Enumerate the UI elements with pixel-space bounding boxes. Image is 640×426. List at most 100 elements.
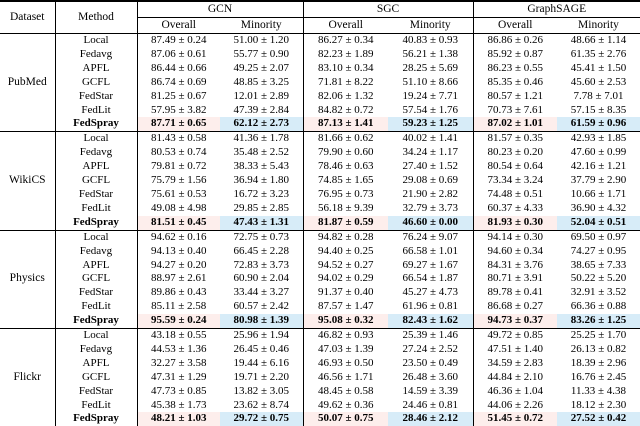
table-row: FedSpray 48.21 ± 1.03 29.72 ± 0.75 50.07 ± … (0, 412, 640, 426)
value-cell: 14.59 ± 3.39 (388, 384, 474, 399)
value-cell: 49.72 ± 0.85 (487, 329, 544, 342)
value-cell: 57.95 ± 3.82 (150, 103, 207, 116)
method-label: Local (55, 131, 138, 147)
value-cell: 71.81 ± 8.22 (317, 75, 374, 88)
value-cell: 25.96 ± 1.94 (220, 328, 304, 343)
value-cell: 80.71 ± 3.91 (487, 272, 544, 285)
value-cell: 94.73 ± 0.37 (473, 314, 557, 330)
value-cell: 47.03 ± 1.39 (317, 342, 374, 355)
value-cell: 86.74 ± 0.69 (150, 75, 207, 88)
method-label: GCFL (55, 75, 138, 90)
method-label: FedSpray (55, 314, 138, 330)
value-cell: 16.72 ± 3.23 (220, 187, 304, 202)
method-label: APFL (55, 61, 138, 76)
value-cell: 41.36 ± 1.78 (220, 131, 304, 147)
table-row: FedStar 47.73 ± 0.85 13.82 ± 3.05 48.45 ± 0… (0, 384, 640, 399)
value-cell: 86.23 ± 0.55 (487, 61, 544, 74)
value-cell: 43.18 ± 0.55 (150, 329, 207, 342)
value-cell: 82.06 ± 1.32 (317, 89, 374, 102)
value-cell: 69.50 ± 0.97 (570, 230, 627, 243)
value-cell: 35.48 ± 2.52 (220, 146, 304, 161)
value-cell: 81.43 ± 0.58 (150, 132, 207, 145)
method-label: FedStar (55, 89, 138, 104)
value-cell: 47.43 ± 1.31 (220, 215, 304, 231)
method-label: FedLit (55, 300, 138, 315)
value-cell: 73.34 ± 3.24 (487, 174, 544, 187)
table-row: FedLit 85.11 ± 2.58 60.57 ± 2.42 87.57 ± 1.… (0, 300, 640, 315)
value-cell: 45.60 ± 2.53 (570, 75, 627, 88)
value-cell: 51.10 ± 8.66 (388, 75, 474, 90)
value-cell: 57.54 ± 1.76 (388, 103, 474, 118)
value-cell: 66.36 ± 0.88 (570, 300, 627, 313)
value-cell: 27.40 ± 1.52 (388, 160, 474, 175)
dataset-label: WikiCS (0, 131, 56, 231)
table-row: GCFL 88.97 ± 2.61 60.90 ± 2.04 94.02 ± 0.29… (0, 272, 640, 287)
value-cell: 46.82 ± 0.93 (317, 329, 374, 342)
value-cell: 23.50 ± 0.49 (388, 356, 474, 371)
value-cell: 51.00 ± 1.20 (220, 33, 304, 48)
method-label: FedLit (55, 103, 138, 118)
value-cell: 81.25 ± 0.67 (150, 89, 207, 102)
column-header-sgc-minority: Minority (388, 17, 474, 34)
value-cell: 19.24 ± 7.71 (388, 89, 474, 104)
value-cell: 61.35 ± 2.76 (570, 47, 627, 60)
column-header-gcn-overall: Overall (137, 17, 220, 34)
value-cell: 80.54 ± 0.64 (487, 160, 544, 173)
value-cell: 45.38 ± 1.73 (150, 398, 207, 411)
value-cell: 87.02 ± 1.01 (473, 117, 557, 133)
value-cell: 74.85 ± 1.65 (317, 174, 374, 187)
value-cell: 25.39 ± 1.46 (388, 328, 474, 343)
value-cell: 87.49 ± 0.24 (150, 34, 207, 46)
value-cell: 59.23 ± 1.25 (388, 117, 474, 133)
table-row: Physics Local 94.62 ± 0.16 72.75 ± 0.73 94.8… (0, 230, 640, 330)
method-label: FedSpray (55, 117, 138, 133)
value-cell: 81.57 ± 0.35 (487, 132, 544, 145)
value-cell: 61.59 ± 0.96 (557, 117, 640, 133)
value-cell: 29.08 ± 0.69 (388, 174, 474, 188)
value-cell: 94.27 ± 0.20 (150, 258, 207, 271)
value-cell: 36.90 ± 4.32 (570, 201, 627, 214)
value-cell: 40.83 ± 0.93 (388, 33, 474, 48)
value-cell: 86.68 ± 0.27 (487, 300, 544, 313)
value-cell: 45.41 ± 1.50 (570, 61, 627, 74)
table-row: FedLit 49.08 ± 4.98 29.85 ± 2.85 56.18 ± 9.… (0, 201, 640, 216)
value-cell: 50.22 ± 5.20 (570, 272, 627, 285)
method-label: GCFL (55, 174, 138, 188)
value-cell: 82.43 ± 1.62 (388, 314, 474, 330)
value-cell: 34.59 ± 2.83 (487, 356, 544, 369)
value-cell: 47.60 ± 0.99 (570, 146, 627, 159)
value-cell: 84.31 ± 3.76 (487, 258, 544, 271)
table-row: GCFL 75.79 ± 1.56 36.94 ± 1.80 74.85 ± 1.65… (0, 174, 640, 188)
value-cell: 82.23 ± 1.89 (317, 47, 374, 60)
method-label: FedStar (55, 286, 138, 301)
table-row: FedSpray 81.51 ± 0.45 47.43 ± 1.31 81.87 ± … (0, 215, 640, 231)
value-cell: 44.84 ± 2.10 (487, 370, 544, 383)
table-row: APFL 32.27 ± 3.58 19.44 ± 6.16 46.93 ± 0.50… (0, 356, 640, 371)
table-row: APFL 79.81 ± 0.72 38.33 ± 5.43 78.46 ± 0.63… (0, 160, 640, 175)
column-header-dataset: Dataset (0, 1, 56, 34)
value-cell: 47.51 ± 1.40 (487, 342, 544, 355)
value-cell: 76.95 ± 0.73 (317, 187, 374, 200)
method-label: GCFL (55, 370, 138, 385)
value-cell: 94.13 ± 0.40 (150, 244, 207, 257)
value-cell: 94.62 ± 0.16 (150, 230, 207, 243)
table-row: FedStar 81.25 ± 0.67 12.01 ± 2.89 82.06 ± 1… (0, 89, 640, 104)
value-cell: 94.40 ± 0.25 (317, 244, 374, 257)
value-cell: 87.71 ± 0.65 (137, 117, 220, 133)
value-cell: 13.82 ± 3.05 (220, 384, 304, 399)
value-cell: 72.75 ± 0.73 (220, 230, 304, 245)
value-cell: 95.08 ± 0.32 (303, 314, 388, 330)
value-cell: 55.77 ± 0.90 (220, 47, 304, 62)
value-cell: 74.27 ± 0.95 (570, 244, 627, 257)
value-cell: 80.53 ± 0.74 (150, 146, 207, 159)
value-cell: 37.79 ± 2.90 (570, 174, 627, 187)
value-cell: 16.76 ± 2.45 (570, 370, 627, 383)
value-cell: 46.60 ± 0.00 (388, 215, 474, 231)
dataset-label: PubMed (0, 33, 56, 133)
value-cell: 81.51 ± 0.45 (137, 215, 220, 231)
value-cell: 60.57 ± 2.42 (220, 300, 304, 315)
value-cell: 25.25 ± 1.70 (570, 329, 627, 342)
value-cell: 38.33 ± 5.43 (220, 160, 304, 175)
header-row-subcolumns: Overall Minority Overall Minority Overal… (0, 17, 640, 34)
